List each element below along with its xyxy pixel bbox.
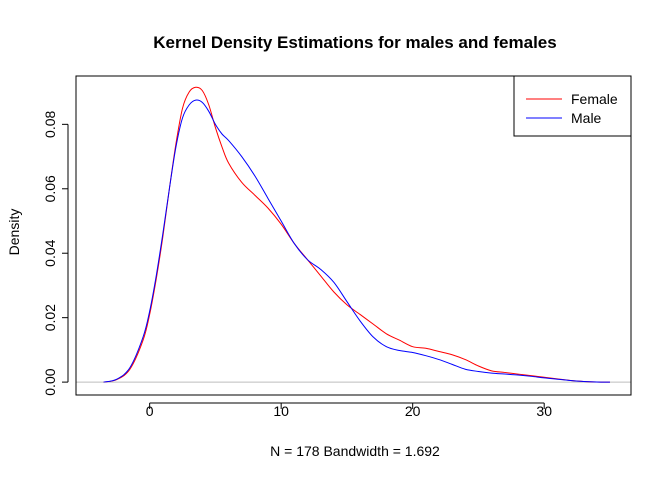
legend-box	[513, 75, 632, 137]
y-tick-label: 0.00	[42, 368, 58, 395]
x-tick-label: 0	[146, 403, 154, 419]
x-tick-label: 30	[536, 403, 552, 419]
y-tick-label: 0.06	[42, 175, 58, 202]
legend: Female Male	[513, 75, 632, 137]
y-tick-label: 0.04	[42, 239, 58, 266]
chart-title: Kernel Density Estimations for males and…	[153, 33, 556, 52]
x-tick-label: 10	[273, 403, 289, 419]
legend-label-female: Female	[571, 91, 618, 107]
x-axis-label: N = 178 Bandwidth = 1.692	[270, 443, 440, 459]
plot-layer: 0 10 20 30 0.00 0.02 0.04 0.06 0.08	[42, 86, 631, 419]
legend-label-male: Male	[571, 110, 602, 126]
y-tick-label: 0.08	[42, 110, 58, 137]
plot-frame	[75, 75, 632, 396]
series-line-male	[103, 99, 610, 383]
y-tick-label: 0.02	[42, 304, 58, 331]
y-axis-label: Density	[6, 209, 22, 256]
x-tick-label: 20	[405, 403, 421, 419]
